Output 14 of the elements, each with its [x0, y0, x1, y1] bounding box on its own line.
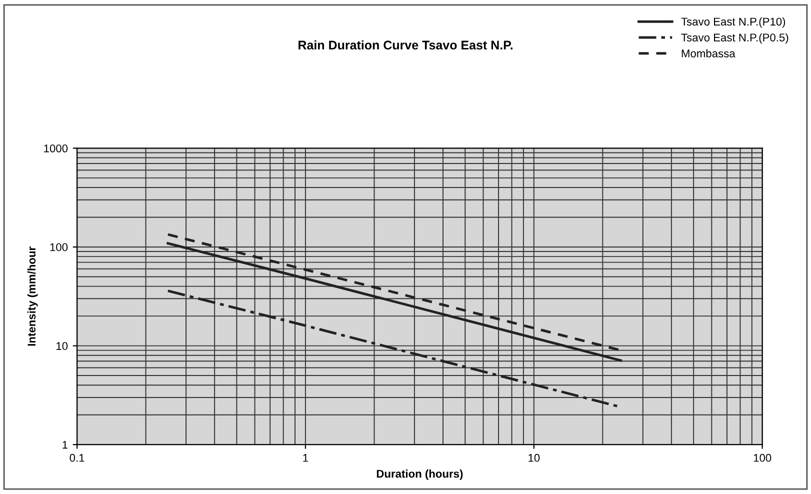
y-tick-label: 10 [56, 342, 68, 350]
x-tick-label: 1 [303, 454, 308, 462]
y-tick-label: 1000 [44, 144, 68, 152]
x-tick-label: 10 [528, 454, 540, 462]
chart-title: Rain Duration Curve Tsavo East N.P. [298, 40, 512, 50]
x-tick-label: 0.1 [70, 454, 84, 462]
legend-label: Tsavo East N.P.(P0.5) [681, 33, 788, 44]
legend-label: Tsavo East N.P.(P10) [681, 17, 786, 28]
legend-label: Mombassa [682, 49, 736, 58]
y-axis-title: Intensity (mm/hour [27, 246, 38, 346]
x-tick-label: 100 [754, 454, 772, 462]
x-axis-title: Duration (hours) [376, 470, 463, 480]
y-tick-label: 1 [62, 440, 68, 449]
y-tick-label: 100 [50, 243, 68, 252]
